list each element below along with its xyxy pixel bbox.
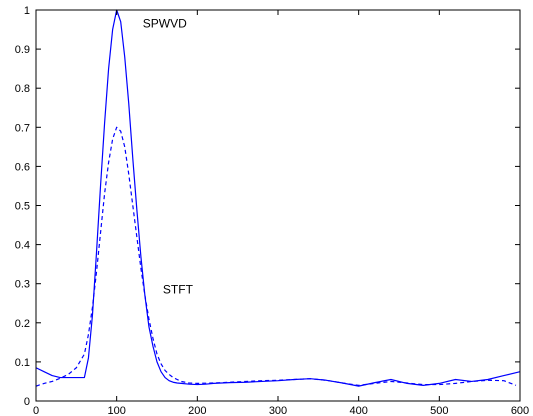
y-tick-label: 0.5 bbox=[15, 201, 30, 213]
y-tick-label: 0.1 bbox=[15, 357, 30, 369]
axes-layer: 0 100 200 300 400 500 600 0 0.1 0.2 0.3 0.4 0.5 0.6 0.… bbox=[15, 5, 529, 416]
x-tick-label: 0 bbox=[33, 405, 39, 416]
x-tick-label: 200 bbox=[188, 405, 206, 416]
x-tick-label: 500 bbox=[430, 405, 448, 416]
y-tick-label: 0.9 bbox=[15, 44, 30, 56]
y-tick-label: 0.3 bbox=[15, 279, 30, 291]
x-tick-label: 100 bbox=[107, 405, 125, 416]
y-tick-label: 0.6 bbox=[15, 161, 30, 173]
y-tick-label: 0.4 bbox=[15, 240, 30, 252]
y-tick-label: 0.8 bbox=[15, 83, 30, 95]
y-tick-label: 0 bbox=[24, 396, 30, 408]
y-tick-label: 1 bbox=[24, 5, 30, 17]
series-line-solid bbox=[35, 9, 521, 387]
y-tick-label: 0.7 bbox=[15, 122, 30, 134]
x-tick-label: 300 bbox=[269, 405, 287, 416]
annotation-label: SPWVD bbox=[143, 17, 187, 31]
series-layer bbox=[35, 9, 521, 387]
x-tick-label: 600 bbox=[511, 405, 529, 416]
x-tick-label: 400 bbox=[349, 405, 367, 416]
series-line-dashed bbox=[35, 126, 517, 387]
annotation-layer: SPWVD STFT bbox=[143, 17, 194, 297]
annotation-label: STFT bbox=[163, 282, 194, 296]
y-tick-label: 0.2 bbox=[15, 318, 30, 330]
